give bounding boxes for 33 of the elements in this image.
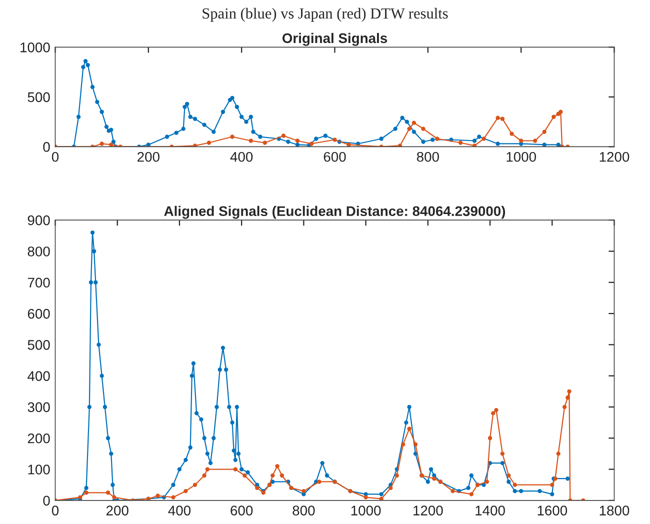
y-tick-label: 500 [28, 340, 50, 350]
x-tick-label: 1200 [600, 152, 630, 162]
x-tick-label: 400 [168, 506, 191, 516]
x-tick-label: 600 [324, 152, 346, 162]
x-tick-label: 1000 [506, 152, 536, 162]
y-tick-label: 300 [28, 402, 50, 412]
x-tick-label: 0 [52, 152, 59, 162]
y-tick-label: 700 [28, 278, 50, 288]
x-tick-label: 1600 [538, 506, 568, 516]
x-tick-label: 800 [292, 506, 315, 516]
x-tick-label: 600 [230, 506, 253, 516]
x-tick-label: 200 [138, 152, 160, 162]
y-tick-label: 800 [28, 246, 50, 256]
y-tick-label: 0 [43, 142, 50, 152]
y-tick-label: 600 [28, 308, 50, 319]
y-tick-label: 500 [28, 92, 50, 102]
y-tick-label: 400 [28, 371, 50, 381]
chart-title: Spain (blue) vs Japan (red) DTW results [202, 8, 448, 22]
chart-title: Aligned Signals (Euclidean Distance: 84064.239000) [164, 206, 506, 219]
x-tick-label: 1800 [600, 506, 630, 516]
chart-subtitle: Original Signals [282, 32, 388, 46]
y-tick-label: 900 [28, 215, 50, 226]
y-tick-label: 1000 [20, 42, 50, 52]
x-tick-label: 800 [416, 152, 439, 162]
y-tick-label: 0 [43, 496, 50, 506]
x-tick-label: 1200 [414, 506, 443, 516]
y-tick-label: 100 [28, 464, 50, 474]
x-tick-label: 1000 [351, 506, 381, 516]
y-tick-label: 200 [28, 433, 50, 444]
x-tick-label: 200 [106, 506, 128, 516]
x-tick-label: 1400 [476, 506, 505, 516]
x-tick-label: 400 [230, 152, 253, 162]
x-tick-label: 0 [52, 506, 59, 516]
